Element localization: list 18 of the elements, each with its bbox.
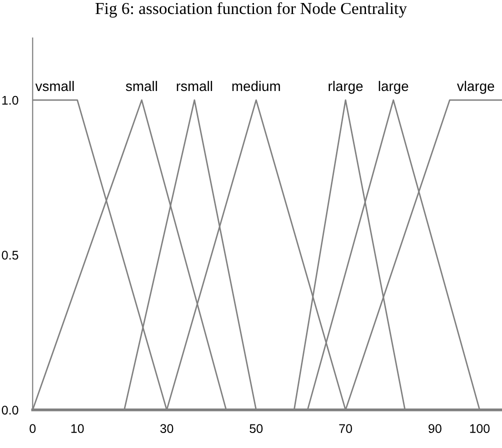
- series-label: vlarge: [456, 80, 494, 94]
- y-tick-label: 0.0: [2, 406, 18, 415]
- series-label: small: [126, 80, 157, 92]
- x-tick-label: 0: [30, 424, 36, 433]
- y-tick-label: 0.5: [2, 250, 18, 260]
- series-label: rsmall: [176, 80, 212, 92]
- series-label: rlarge: [328, 80, 363, 94]
- x-tick-label: 30: [160, 424, 174, 433]
- series-label: vsmall: [35, 80, 74, 92]
- series-label: medium: [232, 80, 280, 92]
- x-tick-label: 10: [71, 424, 84, 433]
- x-tick-label: 70: [339, 424, 352, 433]
- series-label: large: [378, 80, 408, 94]
- x-tick-label: 90: [428, 424, 442, 433]
- chart-title: Fig 6: association function for Node Centrality: [95, 2, 407, 18]
- x-tick-label: 50: [250, 424, 263, 433]
- x-tick-label: 100: [470, 424, 490, 433]
- y-tick-label: 1.0: [2, 96, 18, 105]
